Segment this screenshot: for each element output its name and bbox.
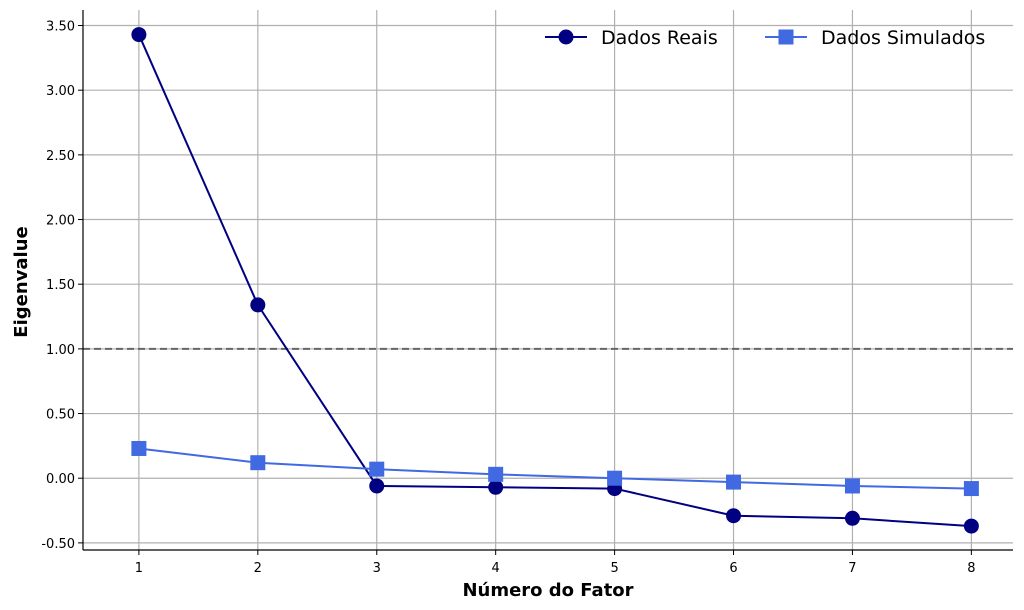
legend-label: Dados Simulados (821, 27, 985, 49)
x-tick-label: 3 (373, 561, 381, 576)
data-point (488, 466, 504, 482)
y-tick-label: 2.00 (46, 214, 75, 229)
series-line (137, 34, 972, 528)
series-layer (131, 27, 979, 534)
legend-label: Dados Reais (601, 27, 718, 49)
y-tick-label: 3.00 (46, 84, 75, 99)
data-point (369, 478, 385, 494)
grid (83, 10, 1013, 550)
data-point (131, 27, 147, 43)
axes (78, 10, 1013, 555)
x-tick-label: 8 (967, 561, 975, 576)
series-dados-simulados (131, 440, 979, 497)
y-axis-title: Eigenvalue (11, 226, 32, 337)
y-tick-label: -0.50 (41, 537, 75, 552)
x-tick-label: 5 (610, 561, 618, 576)
series-line (138, 447, 972, 490)
legend: Dados Reais Dados Simulados (545, 27, 985, 49)
series-dados-reais (131, 27, 979, 534)
y-tick-label: 1.00 (46, 343, 75, 358)
data-point (607, 470, 623, 486)
data-point (250, 297, 266, 313)
data-point (369, 461, 385, 477)
legend-marker (778, 29, 794, 45)
y-tick-label: 1.50 (46, 278, 75, 293)
data-point (726, 508, 742, 524)
y-tick-label: 0.50 (46, 408, 75, 423)
data-point (726, 474, 742, 490)
y-tick-label: 3.50 (46, 20, 75, 35)
x-tick-label: 1 (135, 561, 143, 576)
legend-entry: Dados Reais (545, 27, 718, 49)
y-tick-label: 0.00 (46, 472, 75, 487)
y-tick-label: 2.50 (46, 149, 75, 164)
x-axis-title: Número do Fator (462, 580, 633, 601)
data-point (250, 455, 266, 471)
x-tick-label: 6 (729, 561, 737, 576)
data-point (963, 518, 979, 534)
data-point (963, 481, 979, 497)
data-point (844, 478, 860, 494)
data-point (844, 510, 860, 526)
x-tick-label: 7 (848, 561, 856, 576)
legend-marker (558, 29, 574, 45)
data-point (131, 440, 147, 456)
data-point (488, 479, 504, 495)
x-tick-label: 4 (492, 561, 500, 576)
x-tick-label: 2 (254, 561, 262, 576)
legend-entry: Dados Simulados (765, 27, 985, 49)
tick-labels: 1 2 3 4 5 6 7 8 -0.50 0.00 0.50 1.00 1.50 2.00 2.50 3.0… (41, 20, 975, 576)
